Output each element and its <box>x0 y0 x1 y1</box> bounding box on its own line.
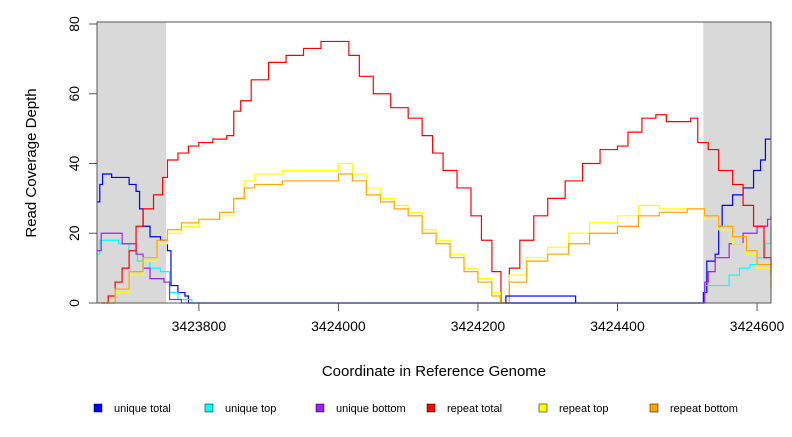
x-tick-label: 3424200 <box>451 318 506 334</box>
y-tick-label: 80 <box>66 16 82 32</box>
legend-label: repeat bottom <box>670 403 738 415</box>
x-tick-label: 3424600 <box>730 318 785 334</box>
y-axis-label: Read Coverage Depth <box>23 88 40 237</box>
series-unique-total <box>97 138 771 304</box>
series-unique-bottom <box>97 215 772 304</box>
legend-swatch <box>426 403 436 413</box>
y-tick-label: 60 <box>66 86 82 102</box>
series-unique-top <box>97 226 772 304</box>
legend-label: repeat top <box>559 403 609 415</box>
legend-label: repeat total <box>447 403 502 415</box>
legend-label: unique total <box>114 403 171 415</box>
legend-label: unique top <box>225 403 276 415</box>
legend-label: unique bottom <box>336 403 406 415</box>
x-tick-label: 3424400 <box>590 318 645 334</box>
y-tick-label: 20 <box>66 225 82 241</box>
legend-swatch <box>204 403 214 413</box>
x-tick-label: 3424000 <box>311 318 366 334</box>
y-tick-label: 40 <box>66 156 82 172</box>
series-repeat-total <box>101 40 772 304</box>
legend: unique total unique top unique bottom repea… <box>93 403 738 415</box>
legend-swatch <box>538 403 548 413</box>
series-repeat-top <box>101 162 772 304</box>
plot-frame <box>96 21 772 304</box>
shaded-region <box>97 22 167 303</box>
series-repeat-bottom <box>101 173 772 304</box>
legend-swatch <box>93 403 103 413</box>
legend-swatch <box>315 403 325 413</box>
legend-swatch <box>649 403 659 413</box>
x-tick-label: 3423800 <box>172 318 227 334</box>
x-axis-label: Coordinate in Reference Genome <box>322 363 546 380</box>
y-tick-label: 0 <box>66 299 82 307</box>
unique-total-box <box>505 295 577 304</box>
